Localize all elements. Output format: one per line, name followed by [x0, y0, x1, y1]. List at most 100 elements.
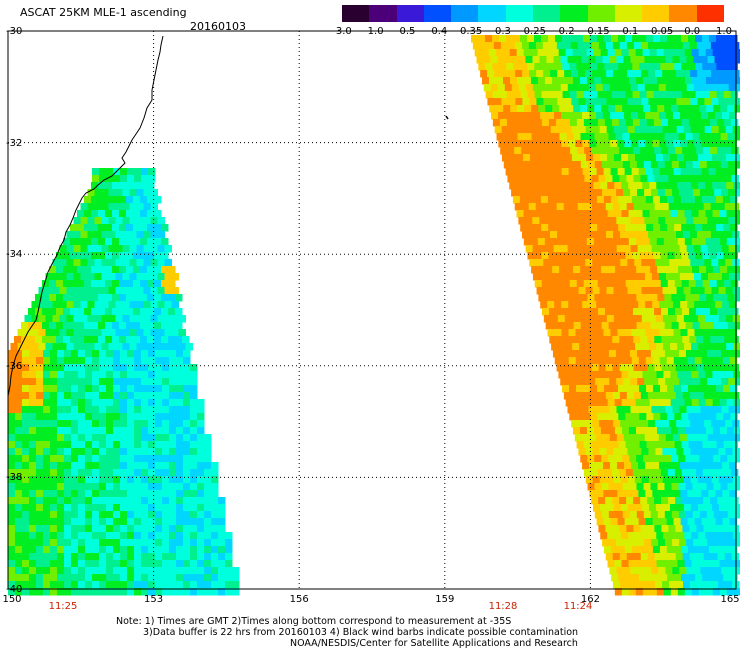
swath-cell — [94, 189, 102, 197]
swath-cell — [538, 105, 546, 113]
swath-cell — [38, 343, 46, 351]
swath-cell — [113, 434, 121, 442]
swath-cell — [106, 427, 114, 435]
swath-cell — [629, 322, 638, 330]
swath-cell — [183, 441, 191, 449]
swath-cell — [640, 364, 649, 372]
swath-cell — [147, 182, 155, 190]
swath-cell — [169, 539, 177, 547]
swath-cell — [696, 308, 704, 316]
swath-cell — [524, 105, 532, 113]
swath-cell — [550, 154, 559, 162]
swath-cell — [78, 553, 86, 561]
swath-cell — [642, 560, 651, 568]
swath-cell — [697, 126, 706, 134]
swath-cell — [136, 287, 144, 295]
swath-cell — [483, 84, 492, 92]
swath-cell — [648, 476, 657, 484]
swath-cell — [663, 238, 672, 246]
swath-cell — [689, 497, 697, 505]
swath-cell — [140, 224, 148, 232]
swath-cell — [616, 567, 624, 575]
swath-cell — [211, 588, 219, 596]
swath-cell — [98, 196, 106, 204]
swath-cell — [169, 490, 177, 498]
swath-cell — [721, 217, 729, 225]
swath-cell — [122, 189, 130, 197]
swath-cell — [686, 189, 694, 197]
swath-cell — [556, 42, 565, 50]
swath-cell — [591, 42, 600, 50]
swath-cell — [688, 469, 697, 477]
swath-cell — [698, 182, 706, 190]
swath-cell — [662, 154, 671, 162]
swath-cell — [602, 378, 610, 386]
swath-cell — [498, 140, 506, 148]
swath-cell — [190, 385, 198, 393]
swath-cell — [112, 280, 120, 288]
swath-cell — [108, 259, 116, 267]
swath-cell — [639, 280, 648, 288]
swath-cell — [50, 441, 58, 449]
swath-cell — [701, 168, 710, 176]
swath-cell — [169, 378, 177, 386]
swath-cell — [637, 245, 646, 253]
swath-cell — [705, 238, 714, 246]
swath-cell — [112, 182, 120, 190]
swath-cell — [725, 231, 733, 239]
swath-cell — [22, 385, 30, 393]
swath-cell — [689, 364, 698, 372]
swath-cell — [91, 280, 99, 288]
swath-cell — [503, 105, 511, 113]
swath-cell — [562, 385, 570, 393]
swath-cell — [646, 224, 654, 232]
swath-cell — [642, 210, 651, 218]
swath-cell — [92, 385, 100, 393]
swath-cell — [113, 441, 121, 449]
swath-cell — [591, 308, 599, 316]
swath-cell — [77, 252, 85, 260]
swath-cell — [29, 448, 37, 456]
swath-cell — [586, 77, 595, 85]
swath-cell — [501, 154, 510, 162]
swath-cell — [704, 98, 712, 106]
swath-cell — [43, 588, 51, 596]
swath-cell — [515, 98, 523, 106]
swath-cell — [594, 455, 602, 463]
swath-cell — [204, 511, 212, 519]
swath-cell — [577, 147, 585, 155]
swath-cell — [190, 539, 198, 547]
swath-cell — [87, 189, 95, 197]
swath-cell — [148, 406, 156, 414]
swath-cell — [43, 448, 51, 456]
swath-cell — [606, 315, 615, 323]
swath-cell — [646, 91, 655, 99]
swath-cell — [599, 259, 607, 267]
swath-cell — [676, 126, 685, 134]
swath-cell — [667, 63, 675, 71]
swath-cell — [190, 504, 198, 512]
swath-cell — [661, 175, 669, 183]
swath-cell — [126, 280, 134, 288]
swath-cell — [653, 91, 662, 99]
swath-cell — [521, 42, 530, 50]
swath-cell — [36, 546, 44, 554]
swath-cell — [669, 448, 677, 456]
swath-cell — [614, 399, 623, 407]
swath-cell — [155, 546, 163, 554]
swath-cell — [581, 273, 590, 281]
swath-cell — [585, 315, 594, 323]
swath-cell — [101, 189, 109, 197]
swath-cell — [710, 175, 718, 183]
swath-cell — [716, 252, 724, 260]
swath-cell — [632, 441, 641, 449]
swath-cell — [706, 322, 715, 330]
swath-cell — [585, 231, 593, 239]
swath-cell — [645, 112, 653, 120]
swath-cell — [150, 189, 158, 197]
swath-cell — [594, 133, 603, 141]
swath-cell — [78, 406, 86, 414]
swath-cell — [176, 546, 184, 554]
swath-cell — [584, 147, 592, 155]
swath-cell — [108, 203, 116, 211]
